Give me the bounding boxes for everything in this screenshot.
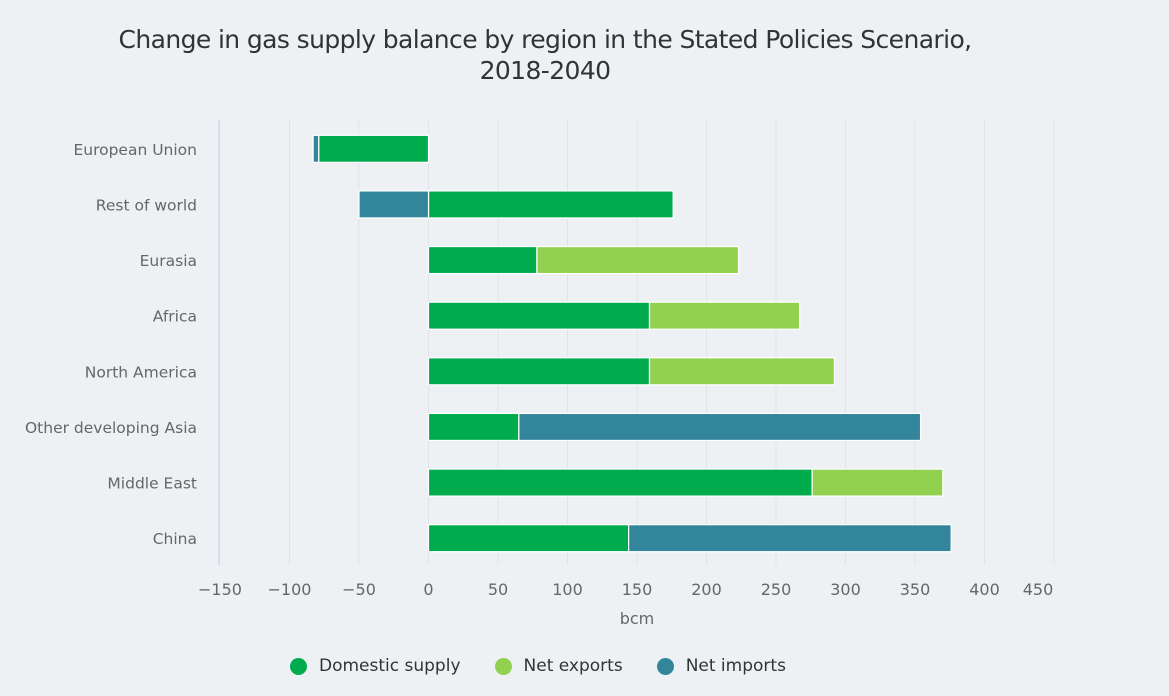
bar-net-imports bbox=[628, 524, 952, 553]
x-tick-label: 200 bbox=[691, 580, 722, 599]
bar-net-exports bbox=[811, 468, 944, 497]
chart-title-line-1: Change in gas supply balance by region i… bbox=[118, 25, 973, 54]
legend-label: Net imports bbox=[685, 656, 786, 676]
gridlines bbox=[218, 120, 1055, 565]
bar-domestic-supply bbox=[427, 245, 538, 275]
legend-item-net-imports[interactable]: Net imports bbox=[656, 656, 786, 676]
x-tick-label: −50 bbox=[342, 580, 376, 599]
category-label: European Union bbox=[73, 141, 197, 159]
legend-item-net-exports[interactable]: Net exports bbox=[494, 656, 623, 676]
legend: Domestic supply Net exports Net imports bbox=[290, 656, 820, 676]
x-tick-label: 50 bbox=[488, 580, 508, 599]
x-tick-labels: −150 −100 −50 0 50 100 150 200 250 300 350 400 450 bbox=[198, 580, 1053, 599]
bar-domestic-supply bbox=[427, 357, 651, 386]
x-tick-label: 400 bbox=[969, 580, 1000, 599]
category-label: Other developing Asia bbox=[25, 419, 197, 437]
legend-label: Domestic supply bbox=[319, 656, 461, 676]
chart-title-line-2: 2018-2040 bbox=[479, 56, 611, 85]
x-tick-label: 450 bbox=[1023, 580, 1054, 599]
bar-net-imports bbox=[518, 412, 922, 442]
legend-label: Net exports bbox=[523, 656, 623, 676]
x-tick-label: −100 bbox=[268, 580, 312, 599]
bar-net-imports bbox=[312, 134, 320, 163]
x-tick-label: 300 bbox=[830, 580, 861, 599]
x-tick-label: 100 bbox=[552, 580, 583, 599]
legend-marker-domestic-supply bbox=[290, 657, 307, 675]
bar-net-exports bbox=[536, 245, 740, 275]
bar-domestic-supply bbox=[427, 468, 813, 497]
x-tick-label: 0 bbox=[423, 580, 433, 599]
x-axis-label: bcm bbox=[620, 609, 655, 628]
category-label: Africa bbox=[153, 308, 197, 326]
bars bbox=[312, 134, 952, 553]
category-label: North America bbox=[85, 363, 197, 381]
category-labels: European Union Rest of world Eurasia Africa… bbox=[25, 141, 197, 548]
bar-net-exports bbox=[648, 357, 835, 386]
category-label: Middle East bbox=[107, 475, 197, 493]
chart-title: Change in gas supply balance by region i… bbox=[40, 24, 1050, 86]
legend-marker-net-exports bbox=[494, 657, 512, 675]
bar-domestic-supply bbox=[427, 524, 630, 553]
bar-domestic-supply bbox=[318, 134, 430, 163]
legend-marker-net-imports bbox=[656, 657, 674, 675]
category-label: China bbox=[153, 530, 197, 548]
legend-item-domestic-supply[interactable]: Domestic supply bbox=[290, 656, 461, 676]
bar-net-imports bbox=[358, 190, 430, 219]
x-tick-label: 250 bbox=[761, 580, 792, 599]
x-tick-label: 150 bbox=[622, 580, 653, 599]
category-label: Rest of world bbox=[96, 196, 197, 214]
x-tick-label: −150 bbox=[198, 580, 242, 599]
bar-domestic-supply bbox=[427, 412, 520, 442]
bar-net-exports bbox=[648, 301, 801, 330]
bar-domestic-supply bbox=[427, 190, 674, 219]
x-tick-label: 350 bbox=[900, 580, 931, 599]
bar-domestic-supply bbox=[427, 301, 651, 330]
category-label: Eurasia bbox=[140, 252, 197, 270]
